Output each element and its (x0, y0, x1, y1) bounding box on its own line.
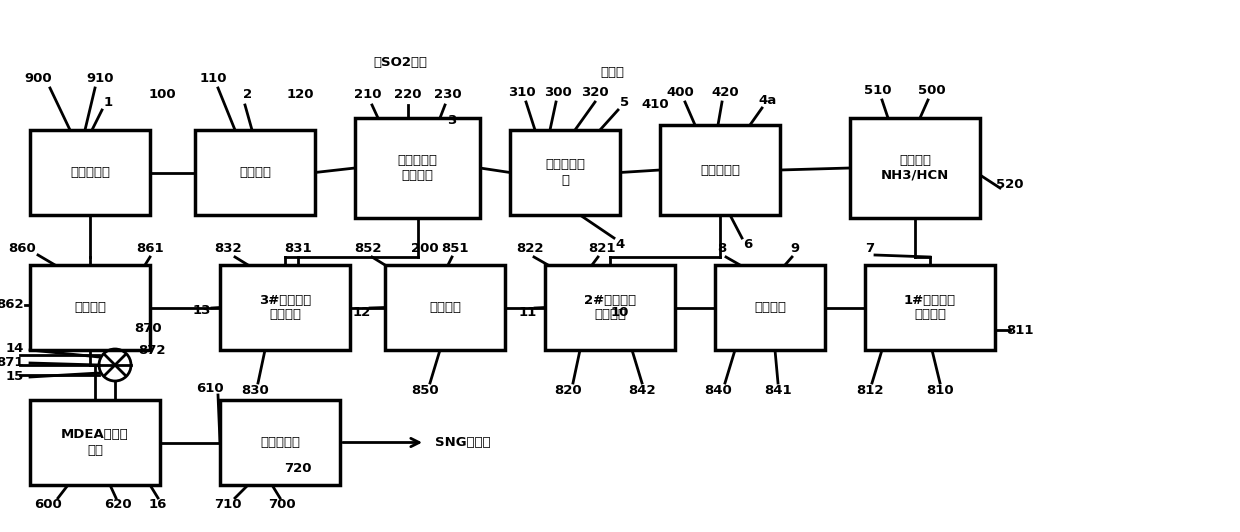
Text: 11: 11 (518, 305, 537, 319)
Text: 10: 10 (611, 305, 629, 319)
Text: 831: 831 (284, 242, 311, 254)
Text: 热量回收: 热量回收 (754, 301, 786, 314)
Text: 710: 710 (215, 498, 242, 511)
Text: 8: 8 (718, 242, 727, 254)
Text: 1#绝热甲烷
化反应器: 1#绝热甲烷 化反应器 (904, 294, 956, 321)
Text: 三甘醇脱水: 三甘醇脱水 (260, 436, 300, 449)
Text: 4a: 4a (759, 94, 777, 106)
Text: 862: 862 (0, 298, 24, 312)
Text: 16: 16 (149, 498, 167, 511)
Text: 810: 810 (926, 384, 954, 396)
Text: 激冷洗涤: 激冷洗涤 (239, 166, 272, 179)
Text: 871: 871 (0, 355, 24, 369)
Text: 700: 700 (268, 498, 296, 511)
Text: 872: 872 (138, 344, 166, 356)
Text: 870: 870 (134, 321, 161, 335)
Bar (546, 265, 675, 350)
Text: 吸附床脱
NH3/HCN: 吸附床脱 NH3/HCN (880, 154, 949, 182)
Bar (355, 118, 480, 218)
Text: 12: 12 (353, 305, 371, 319)
Text: 720: 720 (284, 461, 311, 475)
Text: 110: 110 (200, 71, 227, 85)
Text: 300: 300 (544, 86, 572, 98)
Text: 830: 830 (241, 384, 269, 396)
Text: 2#绝热甲烷
化反应器: 2#绝热甲烷 化反应器 (584, 294, 636, 321)
Text: 610: 610 (196, 381, 223, 395)
Text: 热量回收: 热量回收 (74, 301, 105, 314)
Text: 6: 6 (743, 238, 753, 252)
Text: 13: 13 (192, 303, 211, 317)
Text: 水蒸汽: 水蒸汽 (600, 65, 624, 79)
Text: 120: 120 (286, 88, 314, 102)
Bar (195, 130, 315, 215)
Text: 520: 520 (996, 179, 1024, 192)
Text: MDEA脱二氧
化碳: MDEA脱二氧 化碳 (61, 428, 129, 456)
Text: 600: 600 (35, 498, 62, 511)
Text: 200: 200 (412, 242, 439, 254)
Text: 811: 811 (1006, 323, 1034, 337)
Text: 热量回收: 热量回收 (429, 301, 461, 314)
Text: 100: 100 (149, 88, 176, 102)
Text: 1: 1 (103, 96, 113, 109)
Text: SNG产品气: SNG产品气 (435, 436, 491, 449)
Text: 821: 821 (588, 242, 616, 254)
Text: 7: 7 (866, 242, 874, 254)
Text: 210: 210 (355, 88, 382, 102)
Text: 832: 832 (215, 242, 242, 254)
Text: 5: 5 (620, 96, 630, 109)
Text: 842: 842 (629, 384, 656, 396)
Text: 15: 15 (6, 370, 24, 384)
Bar (715, 265, 825, 350)
Text: 14: 14 (6, 343, 25, 355)
Bar (384, 265, 505, 350)
Text: 851: 851 (441, 242, 469, 254)
Text: 840: 840 (704, 384, 732, 396)
Text: 220: 220 (394, 88, 422, 102)
Text: 富SO2气体: 富SO2气体 (373, 55, 427, 69)
Text: 非耐硫变换: 非耐硫变换 (701, 163, 740, 177)
Text: 3#等温甲烷
化反应器: 3#等温甲烷 化反应器 (259, 294, 311, 321)
Text: 9: 9 (790, 242, 800, 254)
Text: 310: 310 (508, 86, 536, 98)
Text: 2: 2 (243, 88, 253, 102)
Bar (30, 130, 150, 215)
Text: 852: 852 (355, 242, 382, 254)
Text: 812: 812 (857, 384, 884, 396)
Text: 620: 620 (104, 498, 131, 511)
Text: 510: 510 (864, 84, 892, 96)
Text: 320: 320 (582, 86, 609, 98)
Bar (219, 265, 350, 350)
Text: 4: 4 (615, 238, 625, 252)
Text: 910: 910 (87, 71, 114, 85)
Text: 精脱硫保护
床: 精脱硫保护 床 (546, 159, 585, 187)
Text: 900: 900 (25, 71, 52, 85)
Text: 850: 850 (412, 384, 439, 396)
Text: 860: 860 (9, 242, 36, 254)
Text: 420: 420 (712, 86, 739, 98)
Text: 500: 500 (918, 84, 946, 96)
Text: 230: 230 (434, 88, 461, 102)
Text: 410: 410 (641, 98, 668, 112)
Text: 水煤浆气化: 水煤浆气化 (69, 166, 110, 179)
Text: 循环流化床
热法脱硫: 循环流化床 热法脱硫 (398, 154, 438, 182)
Text: 822: 822 (516, 242, 544, 254)
Text: 820: 820 (554, 384, 582, 396)
Bar (219, 400, 340, 485)
Bar (849, 118, 980, 218)
Text: 400: 400 (666, 86, 694, 98)
Bar (30, 265, 150, 350)
Text: 861: 861 (136, 242, 164, 254)
Bar (660, 125, 780, 215)
Text: 3: 3 (448, 113, 456, 127)
Bar (866, 265, 994, 350)
Bar (30, 400, 160, 485)
Text: 841: 841 (764, 384, 792, 396)
Bar (510, 130, 620, 215)
